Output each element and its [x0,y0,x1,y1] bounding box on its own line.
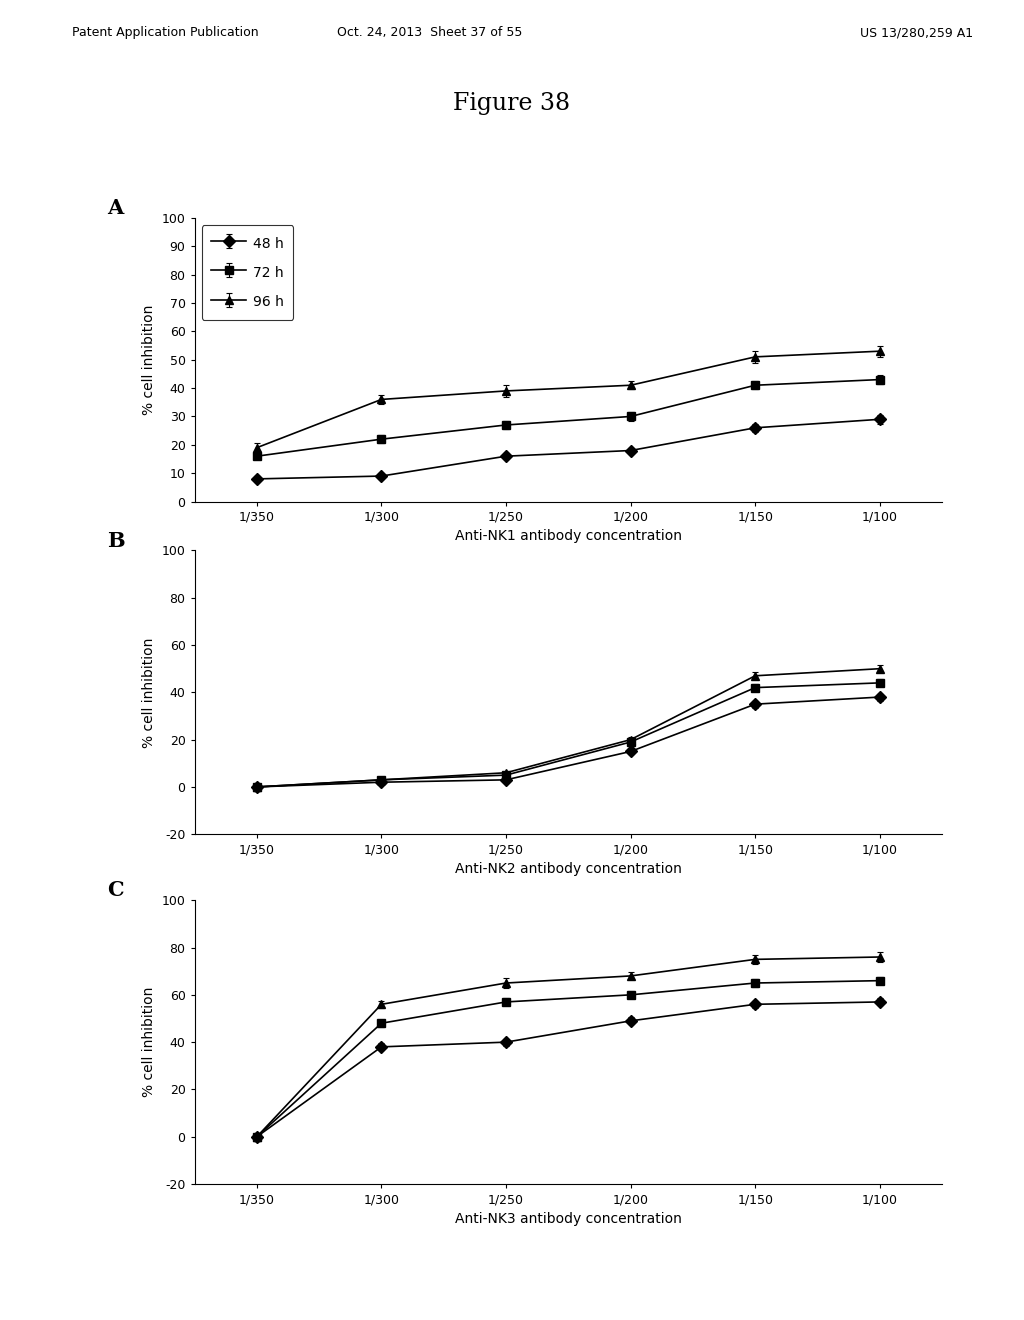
Text: C: C [108,880,124,900]
Text: US 13/280,259 A1: US 13/280,259 A1 [860,26,973,40]
X-axis label: Anti-NK3 antibody concentration: Anti-NK3 antibody concentration [455,1212,682,1226]
Text: Oct. 24, 2013  Sheet 37 of 55: Oct. 24, 2013 Sheet 37 of 55 [337,26,523,40]
Text: Patent Application Publication: Patent Application Publication [72,26,258,40]
Text: B: B [108,531,125,550]
Legend: 48 h, 72 h, 96 h: 48 h, 72 h, 96 h [202,224,294,319]
Text: Figure 38: Figure 38 [454,92,570,115]
Text: A: A [108,198,124,218]
X-axis label: Anti-NK2 antibody concentration: Anti-NK2 antibody concentration [455,862,682,876]
Y-axis label: % cell inhibition: % cell inhibition [142,638,156,747]
X-axis label: Anti-NK1 antibody concentration: Anti-NK1 antibody concentration [455,529,682,544]
Y-axis label: % cell inhibition: % cell inhibition [142,305,156,414]
Y-axis label: % cell inhibition: % cell inhibition [142,987,156,1097]
